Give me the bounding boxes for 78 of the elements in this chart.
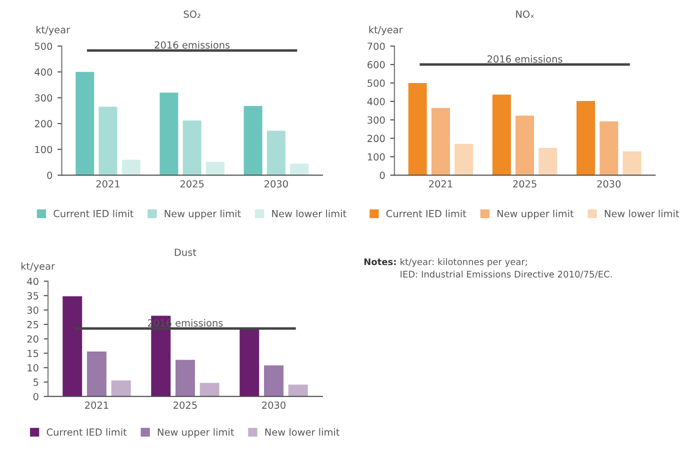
bar (98, 106, 118, 176)
bar (516, 116, 534, 176)
bar (492, 94, 511, 176)
y-tick-label: 0 (380, 172, 385, 180)
y-tick-label: 500 (34, 42, 52, 50)
bar (244, 106, 262, 176)
bar (290, 164, 309, 176)
bar (454, 144, 474, 176)
ref-line-label: 2016 emissions (154, 41, 230, 49)
y-axis-title: kt/year (36, 26, 70, 36)
chart-title: NOₓ (516, 10, 534, 18)
y-axis-title: kt/year (21, 262, 55, 272)
x-tick-label: 2021 (85, 401, 108, 409)
bar (600, 121, 618, 176)
bar (264, 365, 284, 396)
x-tick-label: 2025 (174, 401, 197, 409)
y-tick-label: 30 (27, 306, 38, 314)
chart-title: Dust (174, 248, 196, 256)
y-tick-label: 600 (368, 61, 385, 68)
bar (576, 101, 596, 176)
y-tick-label: 15 (28, 350, 38, 358)
y-tick-label: 40 (27, 278, 38, 286)
legend-label: Current IED limit (46, 428, 127, 436)
bar (182, 120, 202, 176)
bar (175, 360, 195, 396)
text: kt/year: kilotonnes per year; (400, 258, 527, 267)
y-tick-label: 500 (368, 79, 385, 87)
y-tick-label: 700 (368, 42, 385, 50)
bar (160, 92, 178, 176)
y-tick-label: 10 (28, 364, 38, 372)
x-tick-label: 2021 (429, 180, 452, 188)
bar (111, 380, 131, 396)
text: IED: Industrial Emissions Directive 2010/75/EC. (400, 270, 612, 278)
y-tick-label: 400 (34, 68, 52, 76)
y-tick-label: 400 (367, 98, 385, 106)
chart-title: SO₂ (184, 10, 200, 18)
y-tick-label: 5 (34, 378, 38, 386)
x-tick-label: 2025 (180, 180, 204, 188)
text: Notes: (364, 258, 396, 266)
y-tick-label: 0 (47, 172, 52, 180)
bar (288, 384, 308, 396)
bar (86, 352, 106, 396)
legend-label: New lower limit (265, 428, 340, 436)
x-tick-label: 2025 (513, 180, 536, 188)
legend-label: Current IED limit (54, 210, 134, 218)
bar (240, 328, 260, 396)
legend-label: New upper limit (158, 428, 234, 438)
y-tick-label: 35 (27, 292, 38, 300)
y-tick-label: 20 (27, 335, 38, 343)
bar (538, 148, 558, 176)
y-axis-title: kt/year (369, 26, 403, 36)
bar (76, 72, 94, 176)
bar (62, 296, 82, 396)
y-tick-label: 25 (27, 320, 38, 328)
legend-label: New upper limit (164, 210, 241, 220)
y-tick-label: 200 (34, 120, 52, 128)
legend-label: New lower limit (604, 210, 680, 218)
ref-line-label: 2016 emissions (488, 55, 562, 63)
x-tick-label: 2030 (262, 401, 286, 409)
legend-label: New upper limit (498, 210, 574, 220)
y-tick-label: 200 (368, 134, 385, 142)
bar (431, 108, 450, 176)
x-tick-label: 2030 (597, 180, 621, 188)
y-tick-label: 300 (34, 94, 52, 102)
y-tick-label: 0 (33, 392, 38, 400)
bar (622, 151, 642, 176)
bar (408, 82, 427, 176)
x-tick-label: 2021 (96, 180, 120, 188)
legend-label: Current IED limit (386, 210, 466, 218)
x-tick-label: 2030 (264, 180, 288, 188)
y-tick-label: 100 (368, 153, 385, 161)
y-tick-label: 100 (35, 146, 52, 154)
bar (206, 162, 224, 176)
bar (200, 382, 220, 396)
legend-label: New lower limit (272, 210, 346, 218)
bar (122, 160, 140, 176)
y-tick-label: 300 (368, 116, 385, 124)
bar (266, 130, 286, 176)
